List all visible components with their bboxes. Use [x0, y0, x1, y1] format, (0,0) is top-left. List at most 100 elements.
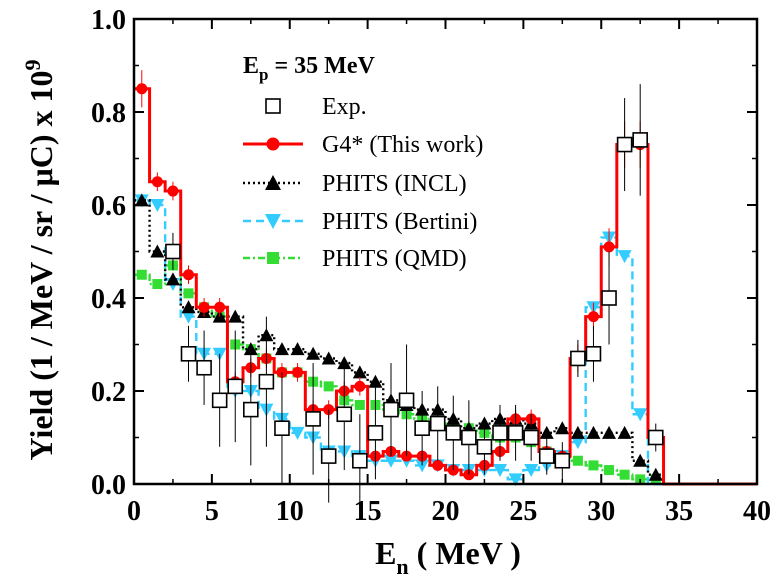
y-tick-label: 0.2 — [91, 377, 126, 408]
data-point-phits-incl — [570, 425, 585, 439]
data-point-g4-this-work — [183, 269, 195, 281]
legend-label-phits-qmd: PHITS (QMD) — [322, 246, 467, 272]
legend-entry-exp: Exp. — [265, 94, 367, 120]
data-point-phits-bertini — [181, 310, 196, 324]
data-point-exp — [352, 452, 368, 469]
legend-marker-phits-bertini — [265, 214, 281, 229]
data-point-phits-bertini — [524, 464, 539, 478]
y-tick-label: 0.6 — [91, 191, 126, 222]
data-point-exp — [243, 401, 259, 418]
plot-layer — [134, 70, 757, 508]
data-point-phits-qmd — [588, 460, 599, 471]
x-axis-title-rest: ( MeV ) — [409, 535, 521, 571]
annotation-sub: p — [259, 65, 268, 84]
data-point-phits-incl — [134, 193, 149, 207]
x-tick-label: 0 — [127, 496, 141, 527]
data-point-exp — [320, 448, 337, 464]
data-point-exp — [461, 429, 477, 446]
annotation-main: E — [243, 53, 259, 79]
data-point-exp — [632, 132, 648, 148]
data-point-exp — [398, 392, 415, 409]
data-point-exp — [336, 406, 353, 423]
data-point-phits-qmd — [354, 399, 365, 410]
data-point-exp — [601, 290, 617, 306]
data-point-exp — [523, 429, 539, 446]
data-point-phits-qmd — [152, 279, 163, 290]
data-point-g4-this-work — [354, 380, 366, 392]
data-point-phits-incl — [368, 374, 383, 388]
data-point-exp — [196, 359, 212, 376]
svg-text:En ( MeV ): En ( MeV ) — [375, 535, 521, 579]
y-tick-label: 0.4 — [91, 284, 126, 315]
data-point-phits-bertini — [493, 464, 508, 478]
data-point-phits-incl — [321, 351, 336, 365]
x-axis-title-main: E — [375, 535, 396, 571]
data-point-phits-qmd — [136, 269, 147, 280]
x-tick-label: 25 — [509, 496, 537, 527]
data-point-exp — [445, 425, 462, 441]
x-axis-title-sub: n — [396, 554, 408, 579]
legend-label-g4-this-work: G4* (This work) — [322, 132, 483, 158]
data-point-exp — [538, 448, 555, 464]
y-tick-label: 1.0 — [91, 5, 126, 36]
data-point-exp — [616, 136, 633, 153]
data-point-phits-incl — [228, 309, 243, 323]
data-point-phits-qmd — [572, 455, 583, 466]
data-point-phits-incl — [648, 467, 663, 481]
data-point-exp — [570, 350, 586, 367]
data-point-exp — [180, 345, 197, 362]
x-tick-label: 15 — [354, 496, 382, 527]
data-point-exp — [367, 425, 384, 441]
data-point-phits-qmd — [604, 465, 615, 476]
data-point-exp — [305, 411, 321, 427]
data-point-phits-bertini — [617, 250, 632, 264]
data-point-exp — [383, 401, 399, 418]
data-point-g4-this-work — [198, 301, 210, 313]
data-point-phits-qmd — [323, 381, 334, 392]
data-point-phits-bertini — [633, 408, 648, 422]
data-point-exp — [227, 378, 244, 395]
legend-entry-phits-bertini: PHITS (Bertini) — [243, 209, 477, 235]
data-point-exp — [554, 452, 571, 469]
legend-label-phits-incl: PHITS (INCL) — [322, 171, 467, 197]
annotation-rest: = 35 MeV — [268, 53, 375, 79]
data-point-g4-this-work — [432, 459, 444, 471]
data-point-phits-bertini — [508, 473, 523, 487]
data-point-phits-incl — [352, 365, 367, 379]
legend-marker-exp — [265, 98, 281, 114]
data-point-phits-incl — [539, 425, 554, 439]
data-point-phits-incl — [290, 342, 305, 356]
data-point-exp — [507, 425, 524, 441]
data-point-phits-incl — [633, 453, 648, 467]
legend-marker-phits-incl — [265, 175, 281, 190]
x-tick-label: 35 — [665, 496, 693, 527]
x-axis-title: En ( MeV ) — [375, 535, 521, 579]
data-point-phits-incl — [602, 425, 617, 439]
y-axis-title: Yield (1 / MeV / sr / μC) x 109 — [20, 60, 59, 461]
svg-text:Ep = 35 MeV: Ep = 35 MeV — [243, 53, 375, 84]
legend-entry-phits-qmd: PHITS (QMD) — [243, 246, 467, 272]
data-point-phits-incl — [586, 425, 601, 439]
data-point-exp — [211, 392, 228, 409]
data-point-exp — [647, 429, 664, 446]
data-point-g4-this-work — [136, 83, 148, 95]
data-point-phits-bertini — [415, 459, 430, 473]
data-point-exp — [585, 345, 602, 362]
data-point-exp — [258, 373, 275, 390]
data-point-g4-this-work — [292, 366, 304, 378]
legend-marker-phits-qmd — [267, 252, 279, 264]
data-point-phits-qmd — [183, 288, 194, 299]
data-point-phits-incl — [181, 300, 196, 314]
data-point-g4-this-work — [587, 311, 599, 323]
data-point-g4-this-work — [151, 176, 163, 188]
data-point-phits-bertini — [290, 426, 305, 440]
data-point-phits-incl — [555, 421, 570, 435]
data-point-exp — [414, 420, 430, 437]
data-point-exp — [165, 243, 181, 260]
data-point-phits-qmd — [619, 469, 630, 480]
x-tick-label: 20 — [432, 496, 460, 527]
x-tick-label: 5 — [205, 496, 219, 527]
data-point-phits-incl — [617, 425, 632, 439]
data-point-phits-bertini — [150, 199, 165, 212]
